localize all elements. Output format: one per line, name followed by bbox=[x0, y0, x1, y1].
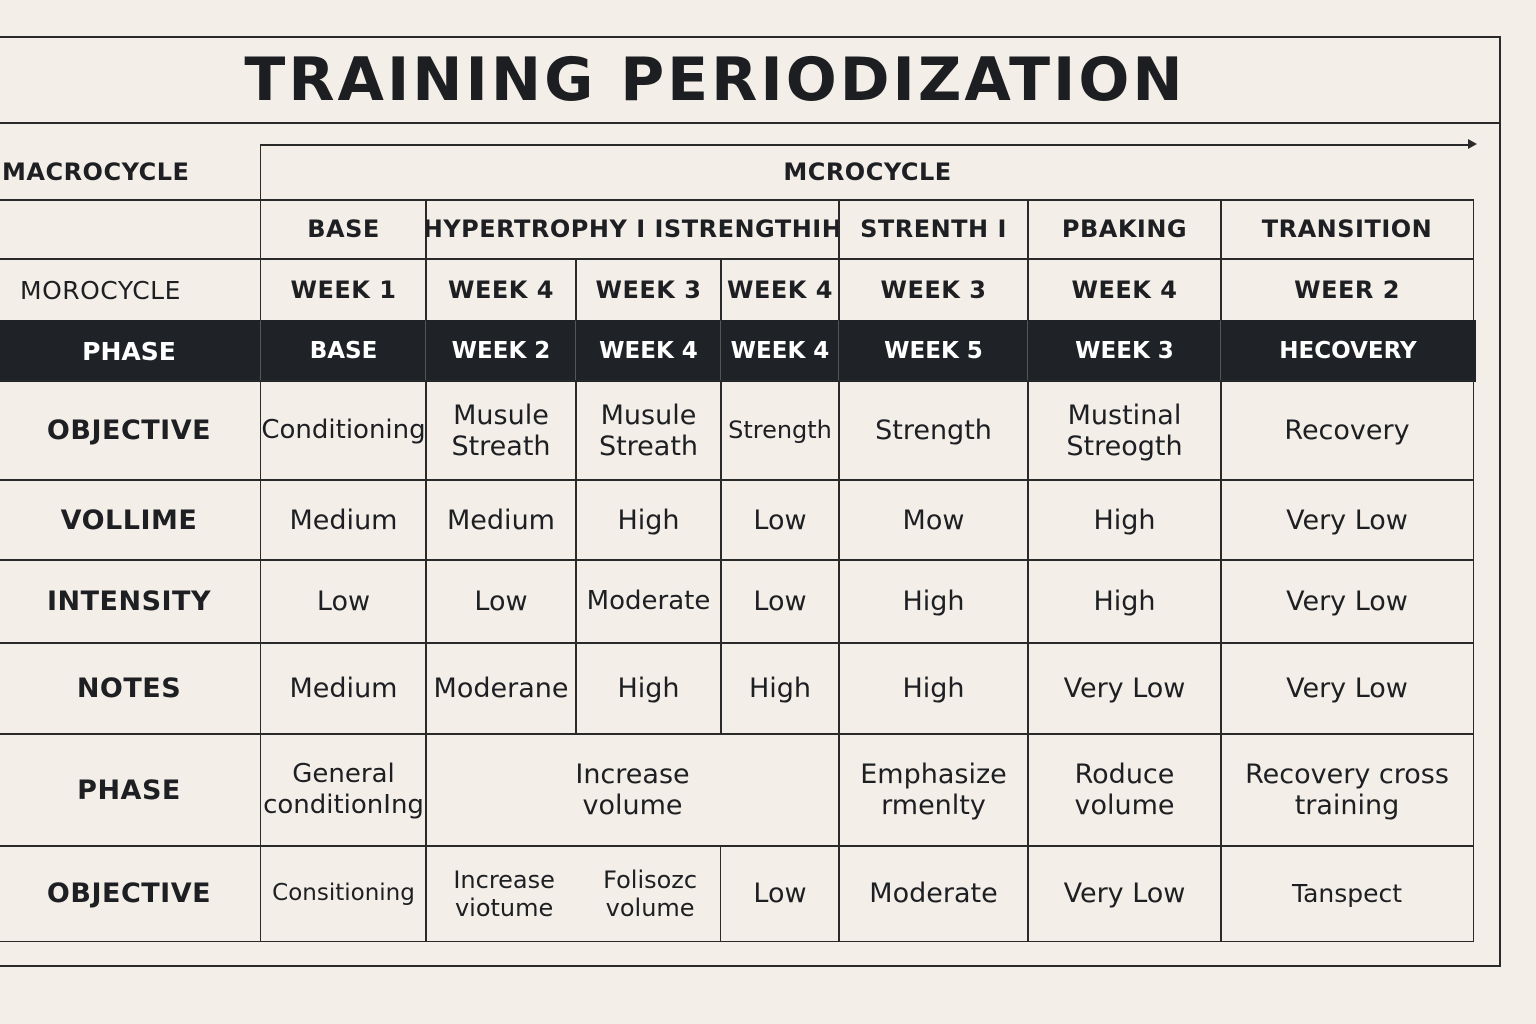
arrow-right-icon bbox=[1468, 139, 1477, 149]
phase-header-transition: TRANSITION bbox=[1220, 199, 1474, 260]
phase-header-base: BASE bbox=[260, 199, 427, 260]
phase-row-cell: WEEK 2 bbox=[425, 320, 577, 382]
objective-cell: Mustinal Streogth bbox=[1027, 380, 1222, 481]
objective-cell: Strength bbox=[838, 380, 1029, 481]
phase2-cell: Roduce volume bbox=[1027, 733, 1222, 847]
phase2-row-label: PHASE bbox=[0, 733, 261, 847]
volume-cell: High bbox=[575, 479, 722, 561]
objective2-cell: Consitioning bbox=[260, 845, 427, 942]
table-frame bbox=[0, 36, 1501, 967]
phase-row-cell: BASE bbox=[260, 320, 427, 382]
objective2-merged-cell: Increase viotume Folisozc volume bbox=[425, 845, 722, 942]
objective-cell: Musule Streath bbox=[425, 380, 577, 481]
title-divider bbox=[0, 122, 1501, 124]
notes-cell: Moderane bbox=[425, 642, 577, 735]
notes-cell: High bbox=[575, 642, 722, 735]
phase-header-strength: STRENTH I bbox=[838, 199, 1029, 260]
volume-cell: Medium bbox=[260, 479, 427, 561]
objective-cell: Musule Streath bbox=[575, 380, 722, 481]
phase-header-peaking: PBAKING bbox=[1027, 199, 1222, 260]
objective2-cell: Moderate bbox=[838, 845, 1029, 942]
macrocycle-label: MACROCYCLE bbox=[0, 144, 261, 201]
notes-cell: Very Low bbox=[1220, 642, 1474, 735]
intensity-cell: Very Low bbox=[1220, 559, 1474, 644]
morocycle-label: MOROCYCLE bbox=[0, 258, 261, 322]
week-cell: WEER 2 bbox=[1220, 258, 1474, 322]
objective2-row-label: OBJECTIVE bbox=[0, 845, 261, 942]
volume-cell: Very Low bbox=[1220, 479, 1474, 561]
objective2-cell: Folisozc volume bbox=[603, 865, 698, 922]
volume-cell: High bbox=[1027, 479, 1222, 561]
phase-row-cell: WEEK 3 bbox=[1027, 320, 1222, 382]
volume-row-label: VOLLIME bbox=[0, 479, 261, 561]
objective2-cell: Very Low bbox=[1027, 845, 1222, 942]
week-cell: WEEK 3 bbox=[575, 258, 722, 322]
notes-cell: High bbox=[838, 642, 1029, 735]
week-cell: WEEK 1 bbox=[260, 258, 427, 322]
notes-cell: Very Low bbox=[1027, 642, 1222, 735]
notes-cell: Medium bbox=[260, 642, 427, 735]
intensity-cell: Low bbox=[720, 559, 840, 644]
objective-row-label: OBJECTIVE bbox=[0, 380, 261, 481]
intensity-cell: High bbox=[1027, 559, 1222, 644]
volume-cell: Mow bbox=[838, 479, 1029, 561]
volume-cell: Low bbox=[720, 479, 840, 561]
blank-header-cell bbox=[0, 199, 261, 260]
objective2-cell: Tanspect bbox=[1220, 845, 1474, 942]
intensity-cell: Moderate bbox=[575, 559, 722, 644]
intensity-cell: Low bbox=[425, 559, 577, 644]
volume-cell: Medium bbox=[425, 479, 577, 561]
week-cell: WEEK 3 bbox=[838, 258, 1029, 322]
phase-row-cell: HECOVERY bbox=[1220, 320, 1476, 382]
phase2-cell: Recovery cross training bbox=[1220, 733, 1474, 847]
phase2-cell: General conditionIng bbox=[260, 733, 427, 847]
intensity-row-label: INTENSITY bbox=[0, 559, 261, 644]
objective2-cell: Low bbox=[720, 845, 840, 942]
phase2-cell: Emphasize rmenlty bbox=[838, 733, 1029, 847]
phase-row-cell: WEEK 4 bbox=[720, 320, 840, 382]
phase2-cell: Increase volume bbox=[425, 733, 840, 847]
objective-cell: Recovery bbox=[1220, 380, 1474, 481]
week-cell: WEEK 4 bbox=[1027, 258, 1222, 322]
notes-row-label: NOTES bbox=[0, 642, 261, 735]
week-cell: WEEK 4 bbox=[425, 258, 577, 322]
objective2-cell: Increase viotume bbox=[453, 865, 555, 922]
phase-header-hypertrophy: HYPERTROPHY I ISTRENGTHIH bbox=[425, 199, 840, 260]
objective-cell: Conditioning bbox=[260, 380, 427, 481]
phase-row-cell: WEEK 4 bbox=[575, 320, 722, 382]
week-cell: WEEK 4 bbox=[720, 258, 840, 322]
intensity-cell: Low bbox=[260, 559, 427, 644]
timeline-arrow-line bbox=[260, 144, 1468, 146]
phase-row-label: PHASE bbox=[0, 320, 261, 382]
notes-cell: High bbox=[720, 642, 840, 735]
phase-row-cell: WEEK 5 bbox=[838, 320, 1029, 382]
intensity-cell: High bbox=[838, 559, 1029, 644]
page-title: TRAINING PERIODIZATION bbox=[244, 45, 1186, 115]
mcrocycle-label: MCROCYCLE bbox=[260, 144, 1474, 201]
objective-cell: Strength bbox=[720, 380, 840, 481]
